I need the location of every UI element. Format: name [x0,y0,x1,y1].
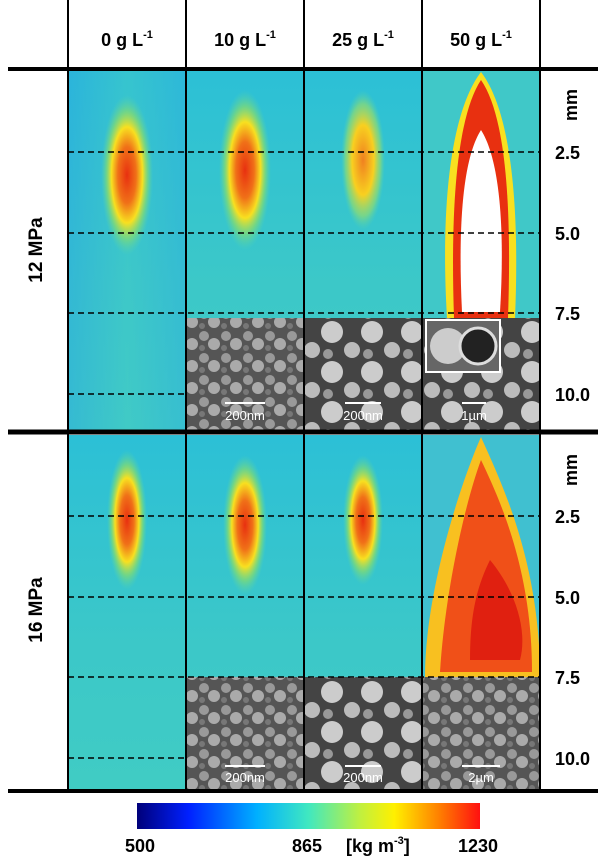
column-header: 10 g L-1 [214,29,276,50]
tick-label: 7.5 [555,668,580,688]
sem-image [304,318,422,430]
text-part: -1 [502,29,512,41]
plume [223,455,267,595]
scale-bar-label: 200nm [343,408,383,423]
column-header: 0 g L-1 [101,29,153,50]
colorbar-min: 500 [125,836,155,856]
tick-label: 2.5 [555,143,580,163]
text-part: -3 [394,835,404,847]
tick-label: 10.0 [555,749,590,769]
scale-bar-label: 200nm [225,770,265,785]
colorbar-gradient [137,803,480,829]
text-part: 10 g L [214,30,266,50]
text-part: 50 g L [450,30,502,50]
row-label: 12 MPa [26,217,47,283]
plume [341,90,385,230]
sem-inset-shape [458,326,498,366]
column-header: 25 g L-1 [332,29,394,50]
sem-image [304,677,422,790]
tick-label: 7.5 [555,304,580,324]
right-axis: mm 2.5 5.0 7.5 10.0 mm 2.5 5.0 7.5 10.0 [555,89,590,769]
sem-image [186,677,304,790]
tick-label: 10.0 [555,385,590,405]
plume [343,455,383,585]
text-part: -1 [143,29,153,41]
plume [107,450,147,590]
colorbar-mid: 865 [292,836,322,856]
colorbar: 500 865 [kg m-3] 1230 [125,803,498,856]
axis-unit: mm [561,454,581,486]
plume-core [460,130,502,312]
plume [470,560,523,660]
scale-bar-label: 2µm [468,770,494,785]
text-part: -1 [266,29,276,41]
text-part: [kg m [346,836,394,856]
tick-label: 2.5 [555,507,580,527]
frame [8,0,598,793]
column-header: 50 g L-1 [450,29,512,50]
sem-image [186,318,304,430]
scale-bar-label: 200nm [225,408,265,423]
sem-inset-shape [430,328,466,364]
scale-bar-label: 1µm [461,408,487,423]
plume [219,90,271,250]
text-part: -1 [384,29,394,41]
scale-bar-label: 200nm [343,770,383,785]
column-headers: 0 g L-1 10 g L-1 25 g L-1 50 g L-1 [101,29,512,50]
sem-image [422,677,540,790]
axis-unit: mm [561,89,581,121]
colorbar-max: 1230 [458,836,498,856]
text-part: 25 g L [332,30,384,50]
tick-label: 5.0 [555,224,580,244]
tick-label: 5.0 [555,588,580,608]
text-part: ] [404,836,410,856]
plume [101,95,153,255]
colorbar-unit: [kg m-3] [346,835,410,856]
text-part: 0 g L [101,30,143,50]
row-label: 16 MPa [26,577,47,643]
